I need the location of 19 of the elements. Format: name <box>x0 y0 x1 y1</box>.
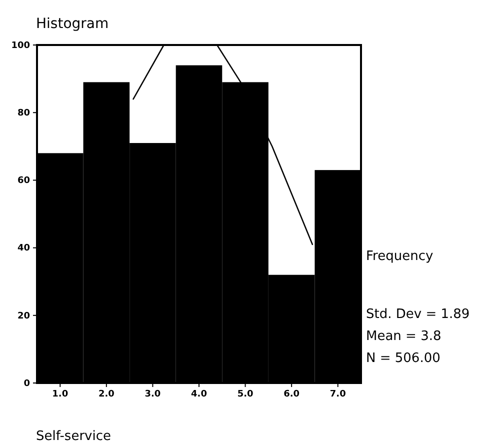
y-tick-label: 80 <box>17 108 30 118</box>
x-tick-label: 5.0 <box>237 389 254 400</box>
x-tick-label: 6.0 <box>284 389 300 400</box>
x-tick-label: 4.0 <box>191 389 207 400</box>
y-tick-label: 20 <box>17 311 30 322</box>
x-tick-label: 1.0 <box>52 389 68 400</box>
y-tick-label: 40 <box>17 244 30 254</box>
text: Mean = 3.8 <box>366 329 442 344</box>
chart-title: Histogram <box>36 16 109 32</box>
x-tick-label: 3.0 <box>144 389 161 400</box>
text: N = 506.00 <box>366 351 440 366</box>
y-axis-title: Frequency <box>366 249 434 264</box>
y-tick-label: 0 <box>24 378 30 389</box>
text: Std. Dev = 1.89 <box>366 307 470 322</box>
y-tick-label: 100 <box>11 40 30 51</box>
x-tick-label: 7.0 <box>330 389 346 400</box>
x-axis-title: Self-service <box>36 429 111 444</box>
y-tick-label: 60 <box>17 176 30 186</box>
x-tick-label: 2.0 <box>98 389 114 400</box>
